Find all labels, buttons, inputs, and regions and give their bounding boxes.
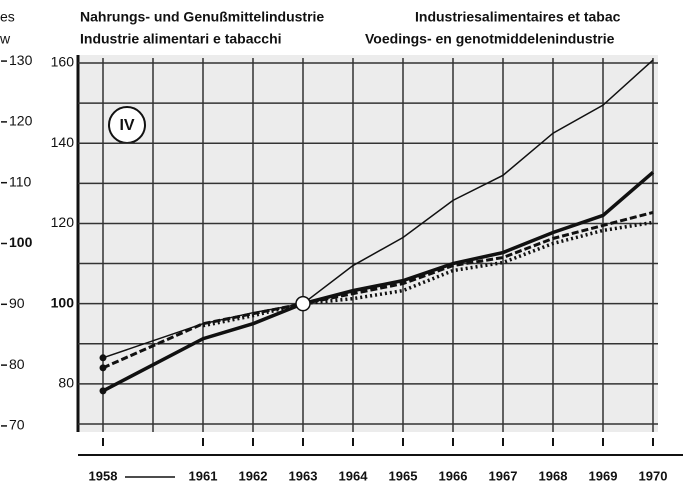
x-tick-label: 1968 <box>539 468 568 483</box>
x-tick-label: 1962 <box>239 468 268 483</box>
plot-background <box>78 55 658 432</box>
series-line <box>202 220 654 328</box>
x-tick-label: 1967 <box>489 468 518 483</box>
y2-tick-label: 100 <box>9 234 33 250</box>
title: Nahrungs- und Genußmittelindustrie <box>80 9 324 25</box>
title: Industrie alimentari e tabacchi <box>80 31 282 47</box>
x-tick-label: 1970 <box>639 468 668 483</box>
x-tick-label: 1969 <box>589 468 618 483</box>
start-marker <box>99 354 107 362</box>
start-marker <box>99 364 107 372</box>
y2-tick-label: 110 <box>9 173 32 189</box>
title: Industriesalimentaires et tabac <box>415 9 621 25</box>
x-tick-label: 1966 <box>439 468 468 483</box>
x-tick-label: 1965 <box>389 468 418 483</box>
y-tick-label: 120 <box>51 214 75 230</box>
cut-label: w <box>0 31 11 47</box>
x-tick-label: 1963 <box>289 468 318 483</box>
y2-tick-label: 120 <box>9 113 33 129</box>
annotation: IV <box>119 117 134 134</box>
y2-tick-label: 80 <box>9 356 25 372</box>
x-tick-label: 1964 <box>339 468 369 483</box>
y2-tick-label: 130 <box>9 52 33 68</box>
base-marker <box>295 295 311 312</box>
y-tick-label: 140 <box>51 134 75 150</box>
y-tick-label: 160 <box>51 54 75 70</box>
y2-tick-label: 70 <box>9 417 25 433</box>
y-tick-label: 80 <box>58 375 74 391</box>
x-tick-label: 1961 <box>189 468 218 483</box>
start-marker <box>99 387 107 395</box>
title: Voedings- en genotmiddelenindustrie <box>365 31 615 47</box>
y-tick-label: 100 <box>51 294 75 310</box>
y2-tick-label: 90 <box>9 295 25 311</box>
series-line <box>102 210 654 370</box>
series-line <box>102 170 655 393</box>
x-tick-label: 1958 <box>89 468 118 483</box>
cut-label: es <box>0 9 15 25</box>
